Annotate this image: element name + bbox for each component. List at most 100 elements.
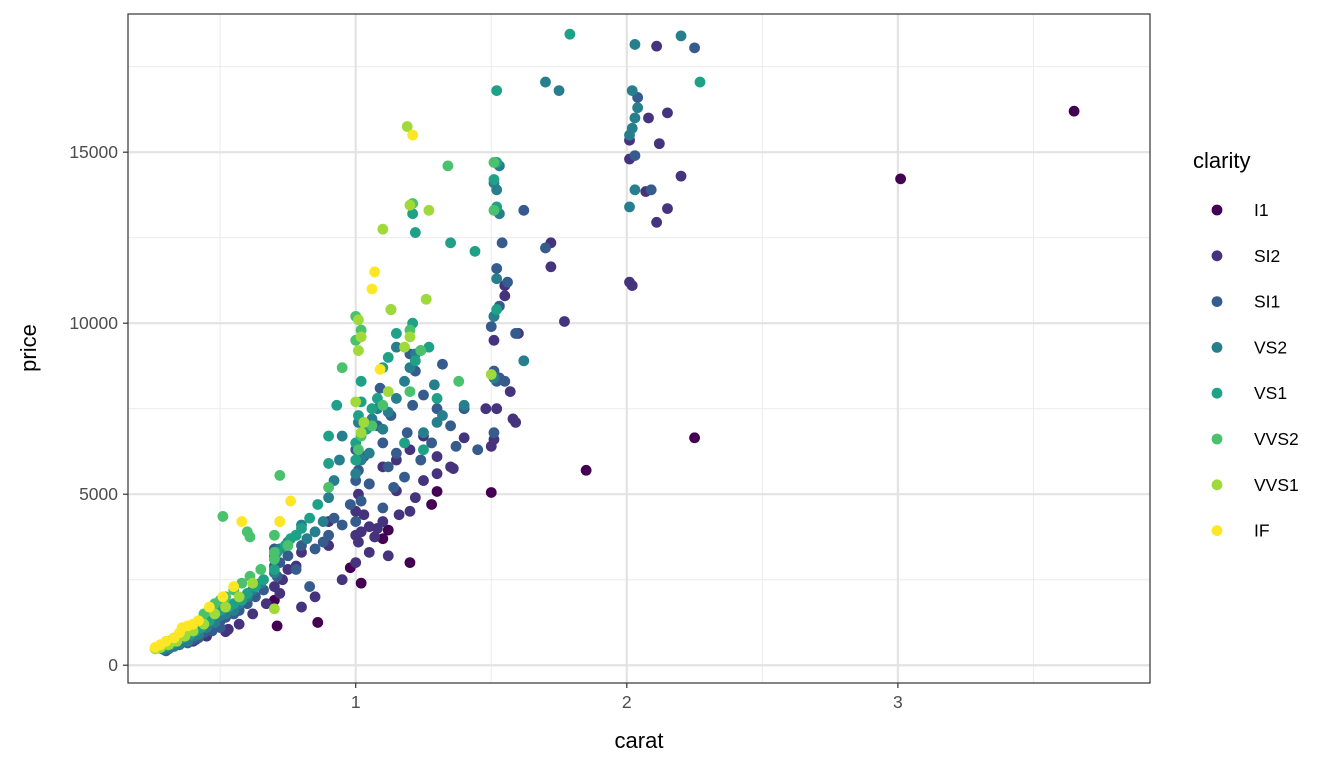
data-point xyxy=(382,461,394,473)
data-point xyxy=(445,420,456,432)
data-point xyxy=(382,550,394,562)
data-point xyxy=(268,553,280,565)
data-point xyxy=(445,461,456,473)
legend-key xyxy=(1211,387,1223,399)
data-point xyxy=(399,341,410,353)
data-point xyxy=(624,129,635,141)
data-point xyxy=(431,451,443,462)
data-point xyxy=(217,591,229,603)
data-point xyxy=(689,42,700,54)
data-point xyxy=(445,237,456,249)
data-point xyxy=(485,369,497,380)
x-axis-title: carat xyxy=(615,728,664,753)
data-point xyxy=(645,184,657,196)
data-point xyxy=(328,512,340,524)
data-point xyxy=(355,375,367,387)
data-point xyxy=(458,432,470,444)
data-point xyxy=(393,509,405,521)
data-point xyxy=(426,499,438,510)
data-point xyxy=(336,519,348,531)
data-point xyxy=(580,464,592,476)
data-point xyxy=(353,314,364,326)
data-point xyxy=(382,351,394,363)
data-point xyxy=(366,420,378,432)
data-point xyxy=(317,516,329,527)
data-point xyxy=(358,416,370,428)
data-point xyxy=(629,39,641,50)
data-point xyxy=(469,245,481,257)
data-point xyxy=(355,577,367,589)
data-point xyxy=(374,363,386,375)
y-tick-label: 5000 xyxy=(79,484,118,504)
data-point xyxy=(282,540,294,551)
data-point xyxy=(488,427,500,439)
data-point xyxy=(255,564,267,575)
data-point xyxy=(268,564,280,575)
data-point xyxy=(420,293,432,305)
data-point xyxy=(632,102,644,114)
x-tick-label: 1 xyxy=(351,692,361,712)
data-point xyxy=(233,591,245,603)
data-point xyxy=(540,242,551,254)
data-point xyxy=(431,416,443,428)
data-point xyxy=(301,533,313,545)
data-point xyxy=(485,440,497,452)
data-point xyxy=(488,204,500,216)
data-point xyxy=(399,471,410,483)
data-point xyxy=(372,523,383,534)
data-point xyxy=(220,601,231,613)
data-point xyxy=(510,416,522,428)
data-point xyxy=(662,203,673,215)
data-point xyxy=(228,581,240,592)
y-tick-label: 10000 xyxy=(69,313,118,333)
data-point xyxy=(377,423,389,435)
data-point xyxy=(553,85,565,97)
data-point xyxy=(377,399,389,411)
data-point xyxy=(418,444,429,456)
data-point xyxy=(458,399,470,411)
data-point xyxy=(149,642,161,653)
data-point xyxy=(404,557,416,569)
data-point xyxy=(363,447,375,459)
x-tick-label: 3 xyxy=(893,692,903,712)
data-point xyxy=(203,601,215,613)
data-point xyxy=(241,526,253,538)
data-point xyxy=(895,173,906,185)
data-point xyxy=(1068,105,1080,117)
data-point xyxy=(689,432,700,444)
data-point xyxy=(290,564,302,575)
data-point xyxy=(282,550,294,562)
data-point xyxy=(334,454,345,466)
legend-key xyxy=(1211,525,1223,536)
data-point xyxy=(353,444,364,456)
data-point xyxy=(399,375,410,387)
data-point xyxy=(377,533,389,545)
data-point xyxy=(545,261,557,273)
data-point xyxy=(236,516,248,527)
plot-border xyxy=(127,13,1151,684)
data-point xyxy=(355,331,367,343)
legend-label: SI1 xyxy=(1254,292,1280,312)
x-tick-label: 2 xyxy=(622,692,632,712)
data-point xyxy=(624,201,635,213)
data-point xyxy=(404,199,416,211)
data-point xyxy=(366,403,378,415)
data-point xyxy=(426,437,438,449)
legend-key xyxy=(1211,250,1223,262)
data-point xyxy=(431,486,443,497)
data-point xyxy=(626,280,638,291)
data-point xyxy=(694,76,706,88)
data-point xyxy=(472,444,484,456)
data-point xyxy=(358,509,370,521)
data-point xyxy=(390,341,402,353)
legend-key xyxy=(1211,342,1223,353)
data-point xyxy=(374,382,386,394)
data-point xyxy=(437,358,448,370)
legend-items: I1 SI2 SI1 VS2 VS1 VVS2 VVS1 IF xyxy=(1211,200,1299,541)
data-point xyxy=(363,478,375,490)
data-point xyxy=(423,204,435,216)
data-point xyxy=(485,321,497,333)
legend-label: VS2 xyxy=(1254,337,1287,357)
legend-label: I1 xyxy=(1254,200,1269,220)
data-point xyxy=(282,564,294,575)
